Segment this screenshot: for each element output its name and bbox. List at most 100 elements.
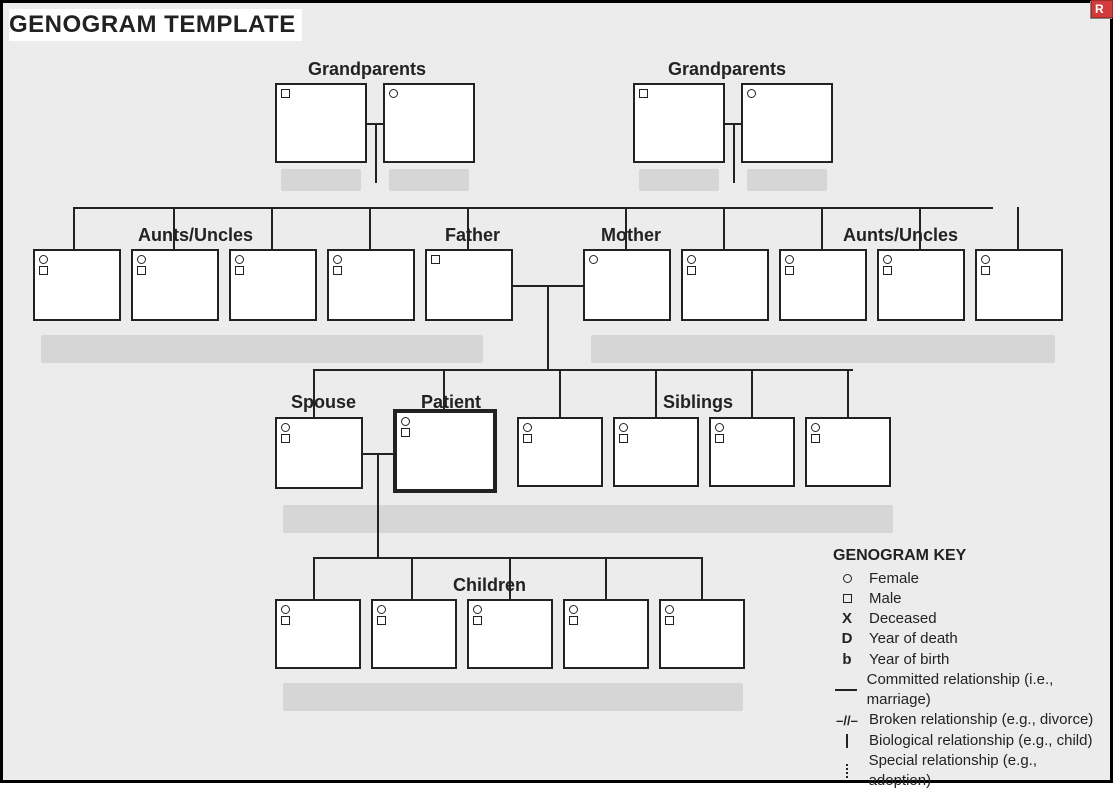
box-patientrow-1 (393, 409, 497, 493)
symbol (883, 255, 892, 275)
connector (467, 207, 469, 249)
box-parentrow-9 (975, 249, 1063, 321)
label-spouse: Spouse (291, 392, 356, 413)
corner-badge: R (1091, 0, 1113, 18)
box-grandparent-1 (383, 83, 475, 163)
connector (751, 369, 753, 417)
box-child-4 (659, 599, 745, 669)
key-label: Special relationship (e.g., adoption) (869, 751, 1100, 791)
box-grandparent-0 (275, 83, 367, 163)
box-patientrow-0 (275, 417, 363, 489)
symbol (281, 89, 290, 98)
key-glyph (833, 734, 861, 748)
label-children: Children (453, 575, 526, 596)
key-label: Year of birth (869, 650, 949, 670)
label-father: Father (445, 225, 500, 246)
shadow (389, 169, 469, 191)
symbol (137, 255, 146, 275)
key-label: Deceased (869, 609, 937, 629)
symbol (639, 89, 648, 98)
connector (369, 207, 371, 249)
connector (313, 557, 703, 559)
symbol (389, 89, 398, 98)
symbol (333, 255, 342, 275)
key-row-5: Committed relationship (i.e., marriage) (833, 670, 1100, 711)
box-parentrow-8 (877, 249, 965, 321)
symbol (235, 255, 244, 275)
connector (443, 369, 445, 409)
symbol (811, 423, 820, 443)
connector (821, 207, 823, 249)
connector (919, 207, 921, 249)
shadow-strip (591, 335, 1055, 363)
key-glyph: X (833, 609, 861, 629)
key-row-2: X Deceased (833, 609, 1100, 629)
box-child-1 (371, 599, 457, 669)
key-glyph (833, 574, 861, 583)
symbol (281, 605, 290, 625)
key-row-1: Male (833, 589, 1100, 609)
symbol (569, 605, 578, 625)
key-label: Year of death (869, 629, 958, 649)
box-grandparent-2 (633, 83, 725, 163)
shadow-strip (283, 505, 893, 533)
key-glyph (833, 594, 861, 603)
connector (73, 207, 75, 249)
symbol (785, 255, 794, 275)
symbol (431, 255, 440, 264)
key-glyph (833, 689, 859, 691)
key-label: Female (869, 569, 919, 589)
shadow (639, 169, 719, 191)
label-mother: Mother (601, 225, 661, 246)
connector (173, 207, 175, 249)
key-row-6: –//–Broken relationship (e.g., divorce) (833, 710, 1100, 730)
key-row-4: b Year of birth (833, 650, 1100, 670)
box-parentrow-3 (327, 249, 415, 321)
label-gp_right: Grandparents (668, 59, 786, 80)
symbol (589, 255, 598, 264)
connector (655, 369, 657, 417)
key-row-7: Biological relationship (e.g., child) (833, 731, 1100, 751)
key-row-3: D Year of death (833, 629, 1100, 649)
diagram-canvas: GrandparentsGrandparentsAunts/UnclesFath… (13, 47, 1100, 770)
key-glyph (833, 764, 861, 778)
shadow-strip (41, 335, 483, 363)
connector (73, 207, 993, 209)
shadow (281, 169, 361, 191)
connector (625, 207, 627, 249)
connector (313, 369, 853, 371)
box-child-2 (467, 599, 553, 669)
connector (411, 557, 413, 599)
box-patientrow-2 (517, 417, 603, 487)
connector (847, 369, 849, 417)
symbol (665, 605, 674, 625)
box-grandparent-3 (741, 83, 833, 163)
key-label: Male (869, 589, 902, 609)
box-child-3 (563, 599, 649, 669)
box-parentrow-5 (583, 249, 671, 321)
connector (559, 369, 561, 417)
symbol (401, 417, 410, 437)
key-glyph: D (833, 629, 861, 649)
box-child-0 (275, 599, 361, 669)
connector (313, 557, 315, 599)
connector (271, 207, 273, 249)
page-title: GENOGRAM TEMPLATE (9, 9, 302, 41)
symbol (747, 89, 756, 98)
symbol (39, 255, 48, 275)
connector (547, 285, 549, 369)
symbol (619, 423, 628, 443)
connector (377, 453, 379, 557)
connector (723, 207, 725, 249)
key-title: GENOGRAM KEY (833, 545, 1100, 567)
symbol (715, 423, 724, 443)
box-parentrow-4 (425, 249, 513, 321)
symbol (523, 423, 532, 443)
box-patientrow-5 (805, 417, 891, 487)
label-siblings: Siblings (663, 392, 733, 413)
symbol (687, 255, 696, 275)
symbol (377, 605, 386, 625)
symbol (281, 423, 290, 443)
key-glyph: b (833, 650, 861, 670)
key-glyph: –//– (833, 712, 861, 730)
